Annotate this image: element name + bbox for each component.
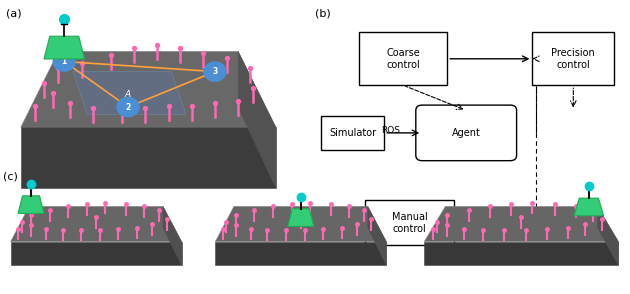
Text: (c): (c) xyxy=(3,172,18,182)
Polygon shape xyxy=(73,72,186,115)
Polygon shape xyxy=(11,242,181,265)
Text: 2: 2 xyxy=(125,103,130,111)
Polygon shape xyxy=(163,206,181,265)
Text: A: A xyxy=(125,90,131,99)
Polygon shape xyxy=(424,206,619,242)
Polygon shape xyxy=(21,51,276,127)
Polygon shape xyxy=(215,242,386,265)
Polygon shape xyxy=(215,206,386,242)
Text: 1: 1 xyxy=(62,57,67,66)
Circle shape xyxy=(54,52,75,71)
Polygon shape xyxy=(288,209,314,226)
Polygon shape xyxy=(18,196,44,213)
Polygon shape xyxy=(424,242,619,265)
Text: ROS: ROS xyxy=(381,126,400,135)
Polygon shape xyxy=(574,198,604,216)
FancyBboxPatch shape xyxy=(359,32,447,85)
Text: Simulator: Simulator xyxy=(329,128,376,138)
Text: Coarse
control: Coarse control xyxy=(386,48,420,70)
Text: Agent: Agent xyxy=(452,128,481,138)
Text: Precision
control: Precision control xyxy=(551,48,595,70)
Text: (a): (a) xyxy=(6,9,22,19)
Polygon shape xyxy=(21,127,276,188)
Polygon shape xyxy=(597,206,619,265)
FancyBboxPatch shape xyxy=(416,105,517,161)
Text: Manual
control: Manual control xyxy=(392,212,427,234)
Polygon shape xyxy=(368,206,386,265)
FancyBboxPatch shape xyxy=(532,32,614,85)
Polygon shape xyxy=(11,206,181,242)
FancyBboxPatch shape xyxy=(365,201,454,245)
Polygon shape xyxy=(44,36,84,59)
Circle shape xyxy=(204,62,226,81)
Text: 3: 3 xyxy=(212,67,217,76)
Circle shape xyxy=(117,97,139,117)
FancyBboxPatch shape xyxy=(321,116,384,150)
Polygon shape xyxy=(238,51,276,188)
Text: (b): (b) xyxy=(315,9,331,19)
